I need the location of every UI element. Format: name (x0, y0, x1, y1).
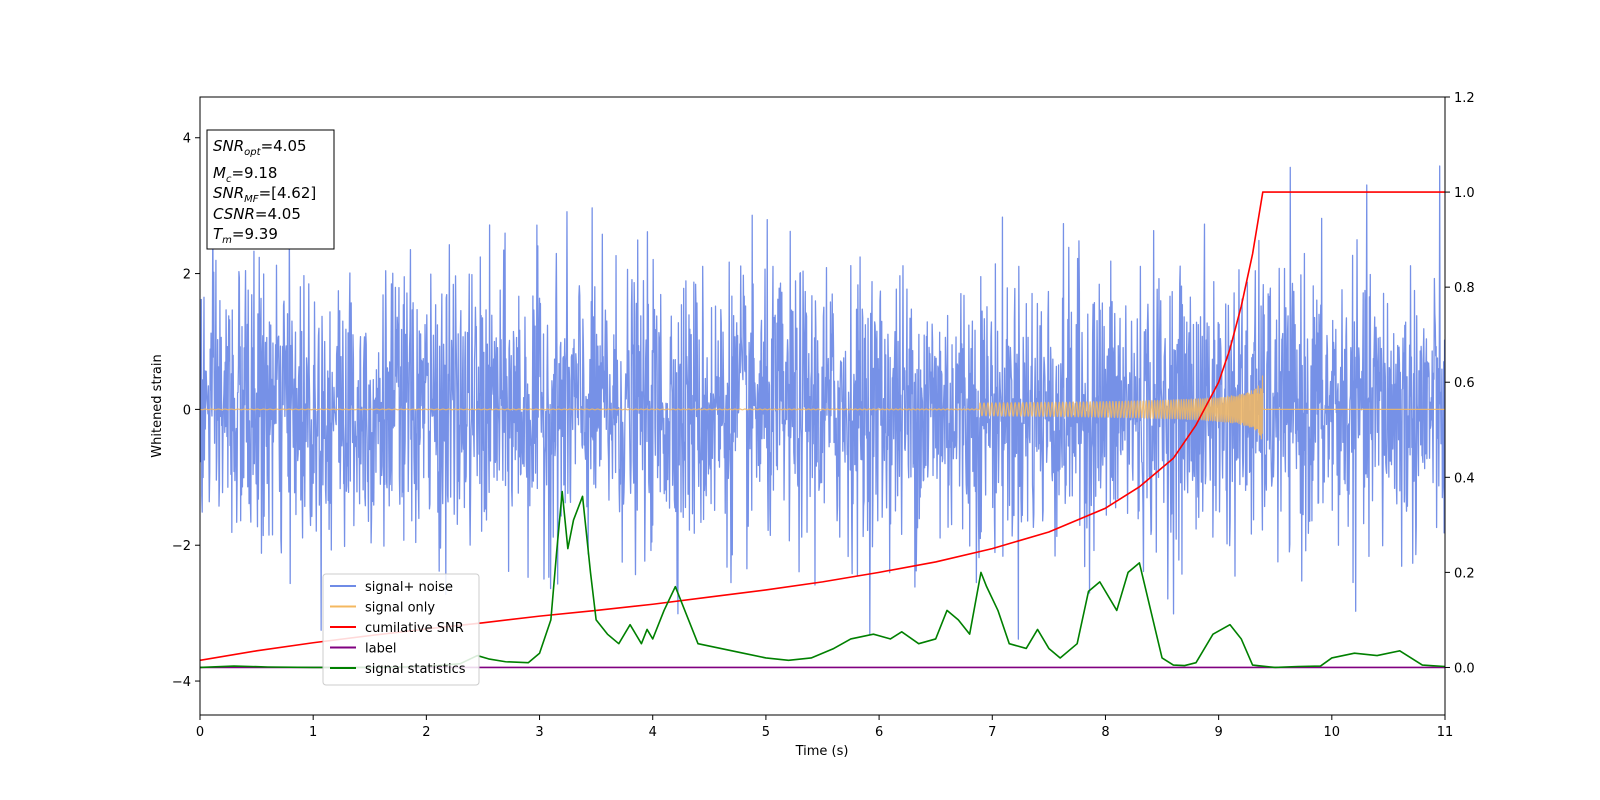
x-tick-label: 8 (1101, 725, 1109, 740)
info-snr-opt: SNRopt=4.05 (213, 137, 307, 158)
y-tick-label: −4 (172, 675, 191, 690)
x-tick-label: 0 (196, 725, 204, 740)
y-tick-label: −2 (172, 539, 191, 554)
y-tick-label: 2 (183, 268, 191, 283)
series-signal-statistics (200, 490, 1445, 669)
info-box: SNRopt=4.05 Mc=9.18 SNRMF=[4.62] CSNR=4.… (206, 129, 335, 250)
y-axis-left: −4 −2 0 2 4 (172, 132, 200, 690)
legend-label-signal-noise: signal+ noise (365, 580, 453, 595)
x-tick-label: 5 (762, 725, 770, 740)
y2-tick-label: 0.4 (1454, 471, 1475, 486)
x-tick-label: 9 (1214, 725, 1222, 740)
x-tick-label: 1 (309, 725, 317, 740)
legend-label-label: label (365, 642, 396, 657)
y-axis-right: 0.0 0.2 0.4 0.6 0.8 1.0 1.2 (1445, 91, 1475, 676)
y-tick-label: 4 (183, 132, 191, 147)
y2-tick-label: 0.6 (1454, 376, 1475, 391)
legend-label-signal-only: signal only (365, 601, 435, 616)
y2-tick-label: 1.0 (1454, 186, 1475, 201)
y2-tick-label: 0.2 (1454, 566, 1475, 581)
info-mc: Mc=9.18 (213, 164, 277, 185)
y2-tick-label: 1.2 (1454, 91, 1475, 106)
x-tick-label: 10 (1324, 725, 1341, 740)
legend: signal+ noise signal only cumilative SNR la… (322, 573, 480, 686)
x-axis: 0 1 2 3 4 5 6 7 8 9 10 11 (196, 715, 1453, 740)
info-tm: Tm=9.39 (213, 225, 278, 246)
info-snr-mf: SNRMF=[4.62] (213, 184, 316, 205)
series-signal-noise (200, 165, 1445, 640)
y2-tick-label: 0.8 (1454, 281, 1475, 296)
legend-label-signal-statistics: signal statistics (365, 662, 466, 677)
x-axis-label: Time (s) (795, 744, 849, 759)
y-tick-label: 0 (183, 403, 191, 418)
y-axis-label: Whitened strain (150, 354, 165, 457)
y2-tick-label: 0.0 (1454, 661, 1475, 676)
plot-frame (199, 96, 1446, 716)
x-tick-label: 6 (875, 725, 883, 740)
x-tick-label: 11 (1437, 725, 1454, 740)
x-tick-label: 3 (535, 725, 543, 740)
info-box-frame (206, 129, 335, 250)
legend-frame (322, 573, 480, 686)
x-tick-label: 7 (988, 725, 996, 740)
legend-label-cumilative-snr: cumilative SNR (365, 621, 464, 636)
info-csnr: CSNR=4.05 (213, 205, 301, 223)
series-signal-only (200, 375, 1445, 440)
x-tick-label: 4 (649, 725, 657, 740)
x-tick-label: 2 (422, 725, 430, 740)
